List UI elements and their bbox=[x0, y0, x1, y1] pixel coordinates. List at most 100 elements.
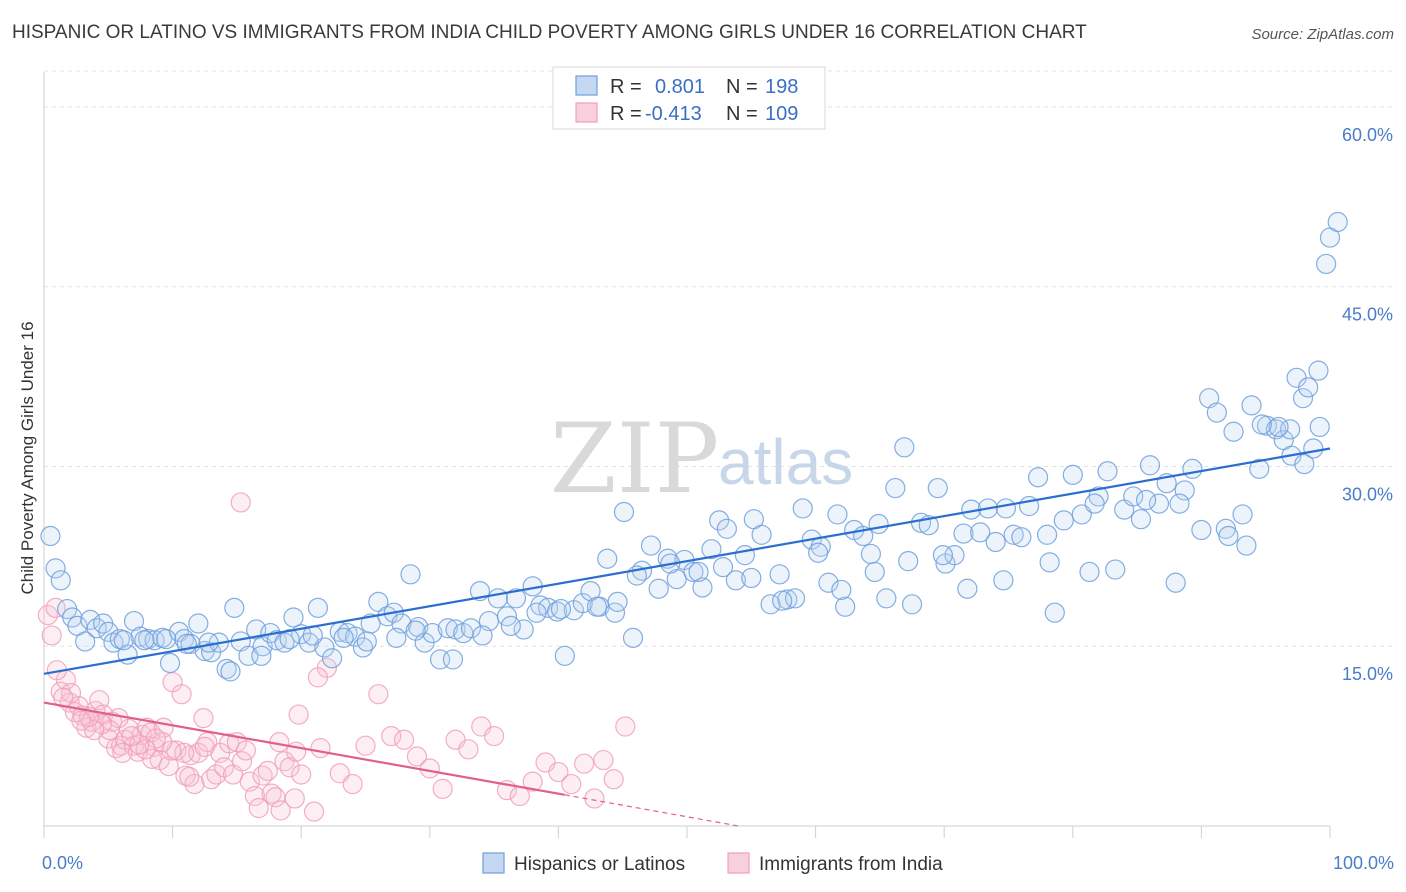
india-point-83 bbox=[603, 769, 624, 790]
legend-n-value-2: 109 bbox=[765, 103, 798, 125]
hispanic-point-81 bbox=[648, 578, 669, 599]
hispanic-point-137 bbox=[1123, 486, 1144, 507]
legend-swatch-blue bbox=[575, 75, 598, 96]
india-point-51 bbox=[257, 760, 278, 781]
hispanic-point-159 bbox=[1298, 377, 1319, 398]
series-legend-label-india: Immigrants from India bbox=[759, 854, 943, 875]
india-point-69 bbox=[432, 778, 453, 799]
hispanic-point-161 bbox=[1309, 416, 1330, 438]
hispanic-point-170 bbox=[1236, 535, 1257, 556]
hispanic-point-165 bbox=[1308, 360, 1329, 381]
hispanic-point-190 bbox=[586, 596, 608, 617]
hispanic-point-85 bbox=[683, 561, 704, 583]
hispanic-point-124 bbox=[1011, 527, 1032, 548]
hispanic-point-41 bbox=[321, 648, 343, 669]
hispanic-point-186 bbox=[688, 561, 709, 583]
hispanic-point-2 bbox=[50, 570, 71, 591]
hispanic-point-180 bbox=[864, 561, 885, 583]
hispanic-point-45 bbox=[352, 637, 374, 658]
hispanic-point-181 bbox=[831, 579, 852, 601]
india-point-45 bbox=[231, 751, 253, 772]
hispanic-point-36 bbox=[283, 607, 304, 628]
india-point-46 bbox=[235, 740, 257, 761]
hispanic-trend-line bbox=[43, 447, 1331, 675]
hispanic-point-134 bbox=[1097, 461, 1118, 482]
hispanic-point-178 bbox=[932, 545, 954, 566]
hispanic-point-175 bbox=[1039, 552, 1060, 573]
india-point-87 bbox=[288, 704, 309, 725]
hispanic-point-129 bbox=[1053, 510, 1074, 531]
hispanic-point-189 bbox=[607, 591, 628, 612]
hispanic-point-149 bbox=[1223, 421, 1244, 442]
hispanic-point-107 bbox=[868, 513, 889, 535]
legend-n-value-1: 198 bbox=[765, 76, 798, 98]
hispanic-point-169 bbox=[1251, 414, 1272, 435]
india-point-39 bbox=[206, 764, 227, 785]
india-point-73 bbox=[484, 726, 505, 747]
india-point-62 bbox=[342, 773, 363, 795]
y-tick-labels: 15.0% 30.0% 45.0% 60.0% bbox=[1342, 125, 1393, 684]
hispanic-point-126 bbox=[1027, 467, 1049, 488]
hispanic-point-59 bbox=[460, 618, 482, 639]
india-point-63 bbox=[355, 735, 376, 756]
hispanic-point-195 bbox=[442, 649, 464, 670]
hispanic-point-101 bbox=[818, 572, 839, 593]
chart-title: HISPANIC OR LATINO VS IMMIGRANTS FROM IN… bbox=[12, 22, 1087, 43]
hispanic-point-62 bbox=[487, 588, 509, 609]
india-point-65 bbox=[381, 726, 402, 747]
india-point-71 bbox=[458, 739, 479, 760]
hispanic-point-91 bbox=[734, 545, 755, 566]
series-legend-swatch-india bbox=[727, 852, 750, 874]
hispanic-point-98 bbox=[792, 498, 813, 519]
hispanic-point-89 bbox=[716, 518, 737, 539]
hispanic-point-179 bbox=[898, 551, 919, 572]
india-point-78 bbox=[548, 761, 569, 783]
legend-swatch-pink bbox=[575, 102, 598, 123]
india-point-68 bbox=[419, 758, 440, 779]
hispanic-point-6 bbox=[75, 631, 96, 652]
hispanic-point-93 bbox=[751, 524, 772, 545]
series-hispanic-points bbox=[40, 211, 1348, 682]
india-point-80 bbox=[574, 753, 595, 774]
india-point-49 bbox=[248, 797, 269, 819]
hispanic-point-94 bbox=[760, 594, 781, 615]
hispanic-point-51 bbox=[400, 564, 421, 585]
india-point-91 bbox=[194, 736, 215, 758]
trend-lines bbox=[43, 447, 1331, 827]
hispanic-point-142 bbox=[1165, 572, 1186, 593]
india-point-66 bbox=[393, 729, 415, 750]
hispanic-point-10 bbox=[98, 621, 119, 642]
legend-box bbox=[552, 66, 826, 130]
hispanic-point-151 bbox=[1241, 395, 1262, 416]
hispanic-point-87 bbox=[701, 539, 722, 560]
hispanic-point-201 bbox=[279, 628, 300, 650]
watermark-atlas: atlas bbox=[718, 426, 853, 498]
hispanic-point-204 bbox=[198, 632, 219, 653]
hispanic-point-64 bbox=[505, 588, 527, 609]
hispanic-point-83 bbox=[666, 569, 687, 590]
hispanic-point-19 bbox=[159, 652, 181, 674]
hispanic-point-206 bbox=[156, 628, 177, 650]
hispanic-point-166 bbox=[1294, 453, 1315, 475]
legend-n-label-1: N = bbox=[726, 76, 758, 98]
hispanic-point-152 bbox=[1249, 458, 1270, 479]
hispanic-point-171 bbox=[1218, 525, 1239, 547]
hispanic-point-70 bbox=[554, 645, 575, 666]
hispanic-point-172 bbox=[1169, 493, 1190, 514]
india-point-79 bbox=[561, 773, 582, 795]
india-point-92 bbox=[179, 766, 200, 787]
india-point-31 bbox=[171, 684, 192, 705]
india-point-0 bbox=[37, 604, 58, 626]
india-point-56 bbox=[279, 757, 300, 778]
hispanic-point-177 bbox=[957, 578, 978, 599]
hispanic-point-110 bbox=[894, 437, 915, 458]
india-point-100 bbox=[121, 726, 142, 747]
hispanic-point-173 bbox=[1136, 489, 1157, 511]
hispanic-point-88 bbox=[709, 510, 730, 531]
hispanic-point-103 bbox=[835, 596, 856, 617]
india-point-81 bbox=[584, 788, 605, 809]
hispanic-point-191 bbox=[550, 598, 572, 620]
india-point-85 bbox=[310, 738, 331, 759]
hispanic-point-139 bbox=[1139, 455, 1161, 476]
